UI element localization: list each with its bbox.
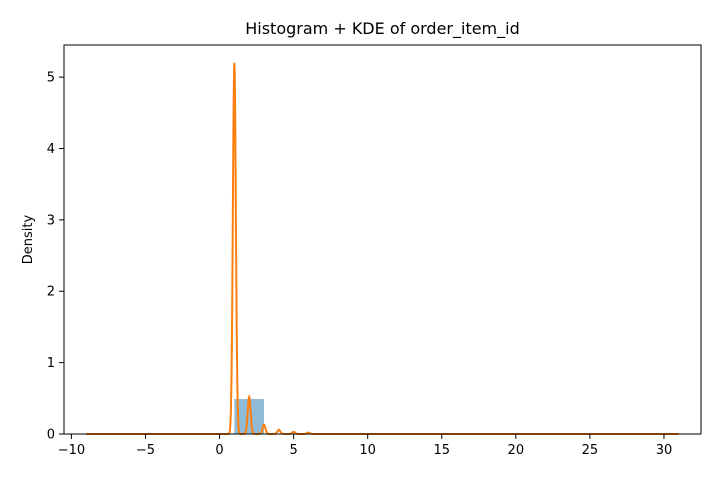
x-tick-label: 5 <box>289 443 297 458</box>
x-tick-label: 30 <box>656 443 673 458</box>
x-tick-label: 25 <box>582 443 599 458</box>
plot-frame <box>63 44 702 435</box>
y-tick-label: 2 <box>47 285 55 300</box>
x-tick-label: −5 <box>136 443 155 458</box>
y-tick-label: 4 <box>47 142 55 157</box>
y-axis-ticks: 0 1 2 3 4 5 <box>47 71 64 443</box>
x-tick-label: 0 <box>215 443 223 458</box>
y-tick-label: 5 <box>47 71 55 86</box>
x-tick-label: 10 <box>359 443 376 458</box>
x-tick-label: 20 <box>508 443 525 458</box>
x-tick-label: 15 <box>433 443 450 458</box>
kde-line <box>86 62 679 435</box>
y-tick-label: 0 <box>47 428 55 443</box>
chart-title: Histogram + KDE of order_item_id <box>245 19 520 39</box>
x-tick-label: −10 <box>58 443 85 458</box>
y-axis-label: Density <box>21 214 36 264</box>
x-axis-ticks: −10 −5 0 5 10 15 20 25 30 <box>58 434 673 458</box>
y-tick-label: 1 <box>47 356 55 371</box>
y-tick-label: 3 <box>47 213 55 228</box>
